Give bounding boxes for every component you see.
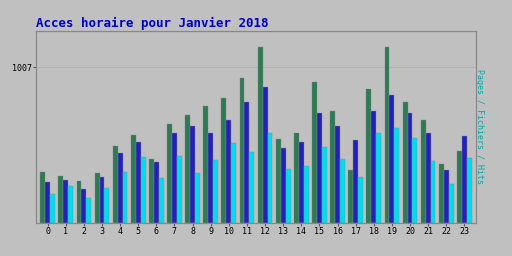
Bar xyxy=(317,113,322,223)
Bar xyxy=(358,177,363,223)
Bar xyxy=(122,172,127,223)
Bar xyxy=(141,157,145,223)
Bar xyxy=(50,194,55,223)
Bar xyxy=(439,164,444,223)
Bar xyxy=(294,133,299,223)
Bar xyxy=(167,124,172,223)
Bar xyxy=(203,106,208,223)
Bar xyxy=(371,111,376,223)
Bar xyxy=(195,173,200,223)
Bar xyxy=(462,136,467,223)
Bar xyxy=(267,133,272,223)
Bar xyxy=(118,153,122,223)
Bar xyxy=(322,147,327,223)
Bar xyxy=(63,180,68,223)
Bar xyxy=(76,181,81,223)
Bar xyxy=(304,166,309,223)
Bar xyxy=(376,133,381,223)
Bar xyxy=(390,95,394,223)
Bar xyxy=(431,161,436,223)
Bar xyxy=(185,115,190,223)
Bar xyxy=(408,113,413,223)
Bar xyxy=(263,87,267,223)
Bar xyxy=(335,126,340,223)
Bar xyxy=(276,138,281,223)
Bar xyxy=(131,135,136,223)
Bar xyxy=(394,128,399,223)
Bar xyxy=(413,138,417,223)
Bar xyxy=(425,133,431,223)
Bar xyxy=(154,162,159,223)
Bar xyxy=(40,172,45,223)
Bar xyxy=(226,120,231,223)
Bar xyxy=(330,111,335,223)
Y-axis label: Pages / Fichiers / Hits: Pages / Fichiers / Hits xyxy=(476,69,484,184)
Bar xyxy=(208,133,213,223)
Bar xyxy=(95,173,99,223)
Bar xyxy=(340,159,345,223)
Bar xyxy=(240,78,245,223)
Bar xyxy=(231,143,236,223)
Bar xyxy=(367,89,371,223)
Bar xyxy=(444,170,449,223)
Bar xyxy=(159,178,164,223)
Bar xyxy=(258,47,263,223)
Bar xyxy=(45,183,50,223)
Bar xyxy=(449,184,454,223)
Bar xyxy=(312,82,317,223)
Bar xyxy=(249,152,254,223)
Bar xyxy=(177,156,182,223)
Bar xyxy=(136,142,141,223)
Bar xyxy=(281,148,286,223)
Bar xyxy=(87,198,91,223)
Bar xyxy=(190,126,195,223)
Bar xyxy=(104,188,110,223)
Bar xyxy=(421,120,425,223)
Bar xyxy=(172,133,177,223)
Bar xyxy=(58,176,63,223)
Text: Acces horaire pour Janvier 2018: Acces horaire pour Janvier 2018 xyxy=(36,16,268,29)
Bar xyxy=(348,170,353,223)
Bar xyxy=(222,98,226,223)
Bar xyxy=(99,177,104,223)
Bar xyxy=(245,102,249,223)
Bar xyxy=(286,169,290,223)
Bar xyxy=(353,140,358,223)
Bar xyxy=(457,151,462,223)
Bar xyxy=(81,189,87,223)
Bar xyxy=(467,158,472,223)
Bar xyxy=(213,160,218,223)
Bar xyxy=(402,102,408,223)
Bar xyxy=(149,159,154,223)
Bar xyxy=(299,142,304,223)
Bar xyxy=(68,186,73,223)
Bar xyxy=(385,47,390,223)
Bar xyxy=(113,146,118,223)
